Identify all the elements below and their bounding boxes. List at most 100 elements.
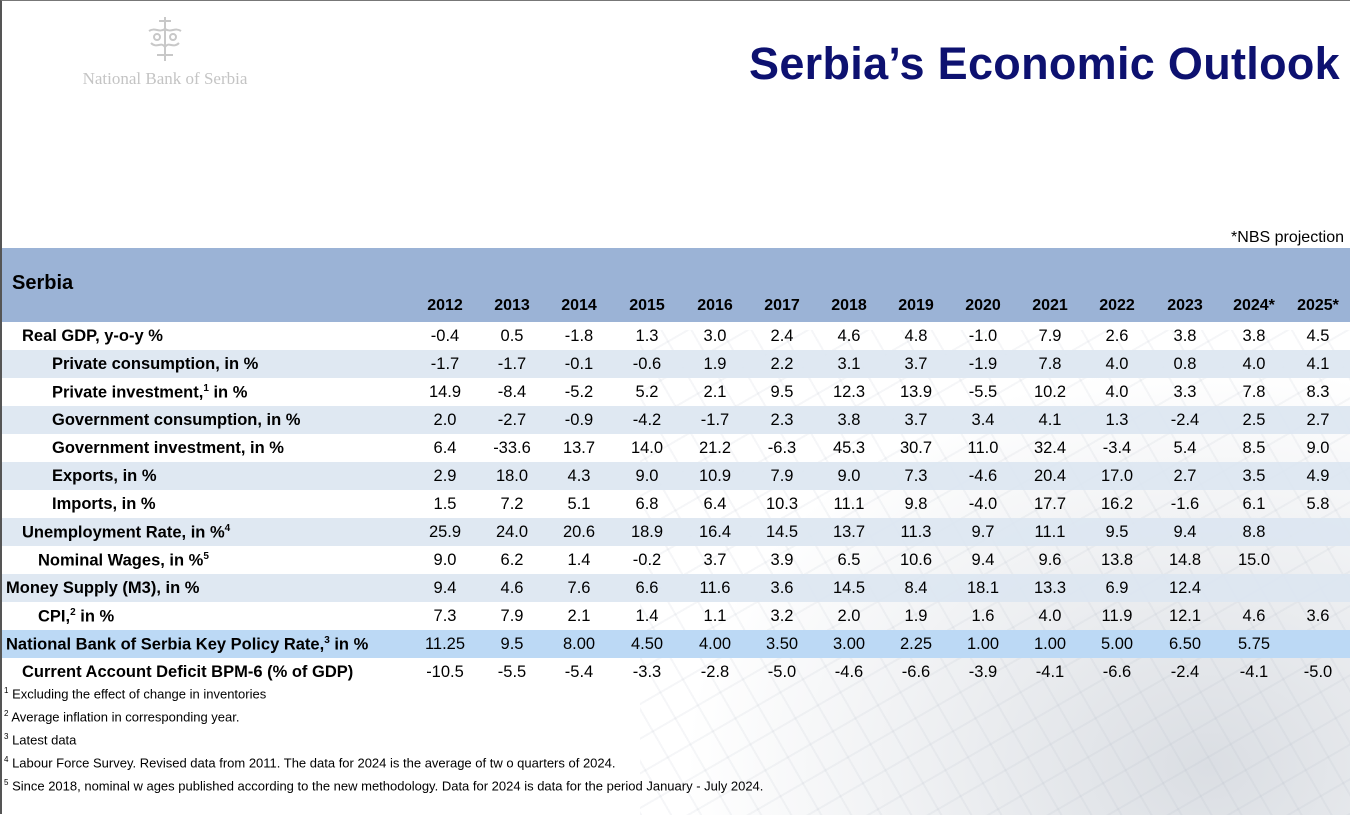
table-cell: 5.1 bbox=[567, 495, 591, 513]
table-cell: 3.0 bbox=[703, 327, 727, 345]
table-cell: 1.3 bbox=[1105, 411, 1129, 429]
table-cell: 3.8 bbox=[1242, 327, 1266, 345]
year-header: 2022 bbox=[1099, 297, 1135, 314]
year-header: 2021 bbox=[1032, 297, 1068, 314]
table-row: Private consumption, in % -1.7 -1.7 -0.1 -0.… bbox=[2, 350, 1350, 378]
table-cell: 2.7 bbox=[1173, 467, 1197, 485]
table-cell: 11.0 bbox=[967, 439, 999, 457]
year-header: 2023 bbox=[1167, 297, 1203, 314]
year-header: 2013 bbox=[494, 297, 530, 314]
table-cell: 14.0 bbox=[630, 439, 664, 457]
table-cell: -10.5 bbox=[426, 663, 464, 681]
table-cell: 6.8 bbox=[635, 495, 659, 513]
table-cell: -5.5 bbox=[968, 383, 998, 401]
table-cell: -1.7 bbox=[700, 411, 730, 429]
table-cell: 1.6 bbox=[971, 607, 995, 625]
table-cell: 20.6 bbox=[562, 523, 596, 541]
table-cell: 4.1 bbox=[1038, 411, 1062, 429]
footnote-mark: 1 bbox=[4, 686, 9, 695]
year-header: 2016 bbox=[697, 297, 733, 314]
table-cell: 20.4 bbox=[1033, 467, 1067, 485]
table-row: Current Account Deficit BPM-6 (% of GDP)… bbox=[2, 658, 1350, 686]
table-cell: 3.7 bbox=[703, 551, 727, 569]
footnote: 5 Since 2018, nominal w ages published a… bbox=[4, 778, 763, 793]
table-cell: -4.6 bbox=[968, 467, 998, 485]
table-cell: -2.7 bbox=[497, 411, 527, 429]
table-cell: -1.6 bbox=[1170, 495, 1200, 513]
table-cell: 7.3 bbox=[904, 467, 928, 485]
table-cell: -3.9 bbox=[968, 663, 998, 681]
table-cell: -4.1 bbox=[1035, 663, 1065, 681]
table-cell: -3.3 bbox=[632, 663, 662, 681]
table-cell: 2.2 bbox=[770, 355, 794, 373]
table-cell: 2.7 bbox=[1306, 411, 1330, 429]
table-cell: 6.6 bbox=[635, 579, 659, 597]
table-cell: 12.1 bbox=[1168, 607, 1202, 625]
table-cell: 11.3 bbox=[900, 523, 932, 541]
table-cell: -1.8 bbox=[564, 327, 594, 345]
table-cell: 2.0 bbox=[837, 607, 861, 625]
row-label-text: Government consumption, in % bbox=[52, 411, 301, 429]
table-cell: 9.0 bbox=[635, 467, 659, 485]
table-cell: 14.5 bbox=[832, 579, 866, 597]
table-row: Real GDP, y-o-y % -0.4 0.5 -1.8 1.3 3.0 2.4 4.6… bbox=[2, 322, 1350, 350]
table-cell: -6.6 bbox=[1102, 663, 1132, 681]
row-label: Nominal Wages, in %5 bbox=[38, 551, 209, 571]
table-cell: 5.2 bbox=[635, 383, 659, 401]
table-cell: 1.00 bbox=[1033, 635, 1067, 653]
footnote-text: Average inflation in corresponding year. bbox=[8, 709, 240, 725]
table-cell: 16.4 bbox=[698, 523, 732, 541]
year-header: 2017 bbox=[764, 297, 800, 314]
table-cell: 10.3 bbox=[765, 495, 799, 513]
table-cell: 9.4 bbox=[1173, 523, 1197, 541]
year-header: 2012 bbox=[427, 297, 463, 314]
row-label: Government consumption, in % bbox=[52, 411, 300, 430]
table-cell: 30.7 bbox=[899, 439, 933, 457]
table-cell: -0.2 bbox=[632, 551, 662, 569]
table-cell: 9.5 bbox=[1105, 523, 1129, 541]
table-cell: -5.0 bbox=[767, 663, 797, 681]
table-cell: 10.9 bbox=[698, 467, 732, 485]
table-cell: -33.6 bbox=[493, 439, 531, 457]
table-cell: 3.8 bbox=[1173, 327, 1197, 345]
footnote-marker: 2 bbox=[70, 607, 76, 618]
table-cell: 21.2 bbox=[698, 439, 732, 457]
table-cell: 13.3 bbox=[1033, 579, 1067, 597]
row-label: National Bank of Serbia Key Policy Rate,… bbox=[6, 635, 368, 655]
table-cell: 1.3 bbox=[635, 327, 659, 345]
table-cell: 3.7 bbox=[904, 411, 928, 429]
footnote-text: Latest data bbox=[8, 732, 77, 748]
table-cell: 15.0 bbox=[1237, 551, 1271, 569]
table-cell: 3.00 bbox=[832, 635, 866, 653]
crest-icon bbox=[148, 17, 182, 61]
table-cell: 4.1 bbox=[1306, 355, 1330, 373]
table-cell: 17.7 bbox=[1033, 495, 1067, 513]
table-row: Government consumption, in % 2.0 -2.7 -0.9 -… bbox=[2, 406, 1350, 434]
table-cell: 14.8 bbox=[1168, 551, 1202, 569]
table-cell: 12.4 bbox=[1168, 579, 1202, 597]
table-cell: -0.9 bbox=[564, 411, 594, 429]
table-cell: 11.25 bbox=[424, 635, 466, 653]
table-cell: -6.3 bbox=[767, 439, 797, 457]
table-cell: -5.4 bbox=[564, 663, 594, 681]
table-row: Money Supply (M3), in % 9.4 4.6 7.6 6.6 11.6 3… bbox=[2, 574, 1350, 602]
table-cell: 7.9 bbox=[500, 607, 524, 625]
table-cell: 9.7 bbox=[971, 523, 995, 541]
table-cell: -1.9 bbox=[968, 355, 998, 373]
row-label-text: Government investment, in % bbox=[52, 439, 284, 457]
footnote-marker: 5 bbox=[203, 551, 209, 562]
table-cell: 7.6 bbox=[567, 579, 591, 597]
table-cell: 12.3 bbox=[832, 383, 866, 401]
table-cell: 9.0 bbox=[1306, 439, 1330, 457]
table-cell: 4.6 bbox=[837, 327, 861, 345]
footnote-mark: 4 bbox=[4, 755, 9, 764]
row-label-text: Nominal Wages, in % bbox=[38, 551, 204, 570]
table-cell: -5.2 bbox=[564, 383, 594, 401]
table-cell: -3.4 bbox=[1102, 439, 1132, 457]
table-row: Private investment,1 in % 14.9 -8.4 -5.2 5.2… bbox=[2, 378, 1350, 406]
footnote: 3 Latest data bbox=[4, 732, 76, 747]
table-cell: 5.00 bbox=[1100, 635, 1134, 653]
footnote-text: Since 2018, nominal w ages published acc… bbox=[8, 778, 764, 794]
row-label-text: National Bank of Serbia Key Policy Rate, bbox=[6, 635, 325, 654]
nbs-logo: National Bank of Serbia bbox=[55, 15, 275, 100]
